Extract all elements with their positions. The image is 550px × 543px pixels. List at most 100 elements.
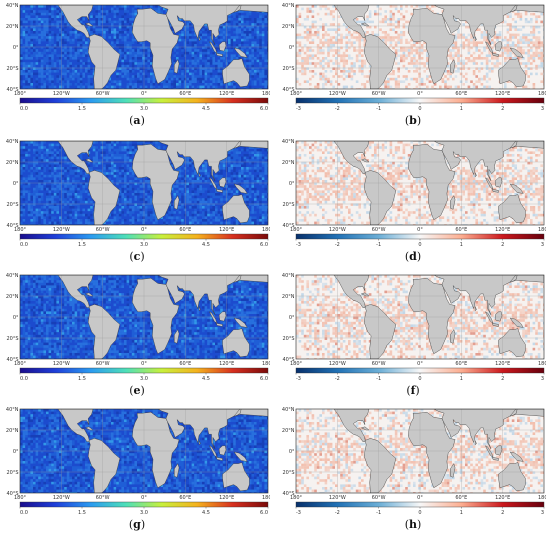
lon-label: 60°W	[372, 495, 386, 501]
landmass-north-america	[57, 409, 94, 442]
map-field	[296, 275, 544, 359]
caption-letter: e	[133, 384, 141, 397]
map-field	[296, 141, 544, 225]
colorbar-tick-label: 1.5	[78, 376, 86, 382]
landmass-japan	[509, 275, 518, 283]
landmass-madagascar	[450, 195, 456, 210]
landmass-new-guinea	[233, 317, 248, 328]
landmass-java	[492, 53, 499, 57]
lon-label: 180°	[262, 91, 270, 97]
map-panel-a: 40°N 20°N 0° 20°S 40°S 180° 120°W 60°W 0° 60°E 120…	[4, 2, 270, 135]
lon-label: 0°	[141, 361, 147, 367]
panel-caption-a: (a)	[4, 114, 270, 127]
landmass-north-america	[333, 141, 370, 174]
caption-open-paren: (	[404, 114, 410, 127]
landmass-eurasia	[413, 409, 544, 449]
map-field	[20, 409, 268, 493]
colorbar-tick-label: 6.0	[260, 376, 268, 382]
colorbar-tick-label: 3.0	[140, 376, 148, 382]
lat-label: 20°N	[6, 160, 19, 166]
lon-label: 180°	[538, 361, 546, 367]
colorbar-tick-label: 3	[541, 242, 544, 248]
colorbar	[19, 233, 269, 240]
colorbar-tick-label: -2	[335, 510, 340, 516]
map-panel-g: 40°N 20°N 0° 20°S 40°S 180° 120°W 60°W 0° 60°E 120…	[4, 406, 270, 539]
colorbar-tick-label: -1	[376, 242, 381, 248]
landmass-japan	[233, 409, 242, 417]
lon-label: 60°W	[372, 91, 386, 97]
colorbar-tick-label: 3	[541, 106, 544, 112]
map-field	[296, 409, 544, 493]
caption-open-paren: (	[404, 518, 409, 531]
lat-label: 20°S	[282, 66, 294, 72]
colorbar	[295, 367, 545, 374]
colorbar-tick-label: 2	[501, 106, 504, 112]
colorbar-tick-label: 3	[541, 510, 544, 516]
lon-label: 120°W	[329, 495, 346, 501]
landmass-borneo	[218, 445, 227, 456]
landmass-borneo	[218, 41, 227, 52]
landmass-south-america	[363, 34, 397, 89]
lat-label: 40°S	[282, 491, 294, 497]
colorbar-tick-label: -2	[335, 242, 340, 248]
colorbar	[295, 501, 545, 508]
landmass-java	[492, 323, 499, 327]
lon-label: 180°	[290, 361, 303, 367]
lon-label: 180°	[290, 227, 303, 233]
caption-open-paren: (	[129, 384, 134, 397]
lat-label: 40°S	[6, 223, 18, 229]
colorbar	[19, 367, 269, 374]
colorbar-tick-label: 0.0	[20, 510, 28, 516]
panel-caption-e: (e)	[4, 384, 270, 397]
lat-label: 40°S	[282, 223, 294, 229]
landmass-north-america	[333, 5, 370, 38]
landmass-australia	[498, 58, 526, 88]
colorbar-tick-label: -3	[296, 510, 301, 516]
landmass-australia	[222, 58, 250, 88]
map-panel-c: 40°N 20°N 0° 20°S 40°S 180° 120°W 60°W 0° 60°E 120…	[4, 138, 270, 271]
landmass-borneo	[218, 177, 227, 188]
lon-label: 180°	[538, 91, 546, 97]
landmass-japan	[509, 409, 518, 417]
lon-label: 180°	[14, 91, 27, 97]
lon-label: 60°E	[455, 361, 467, 367]
colorbar-tick-label: 2	[501, 510, 504, 516]
lat-label: 20°N	[282, 428, 295, 434]
lon-label: 120°E	[495, 91, 510, 97]
landmass-java	[492, 189, 499, 193]
landmass-madagascar	[174, 463, 180, 478]
landmass-australia	[498, 462, 526, 492]
caption-close-paren: )	[415, 384, 420, 397]
caption-close-paren: )	[417, 518, 422, 531]
colorbar-tick-label: 0.0	[20, 106, 28, 112]
landmass-sri-lanka	[474, 306, 477, 312]
caption-open-paren: (	[129, 114, 134, 127]
landmass-new-guinea	[509, 183, 524, 194]
lat-label: 40°S	[6, 491, 18, 497]
colorbar-tick-label: 1	[460, 106, 463, 112]
caption-close-paren: )	[140, 250, 145, 263]
panel-caption-d: (d)	[280, 250, 546, 263]
lon-label: 60°W	[96, 227, 110, 233]
lon-label: 60°E	[455, 91, 467, 97]
map-panel-e: 40°N 20°N 0° 20°S 40°S 180° 120°W 60°W 0° 60°E 120…	[4, 272, 270, 405]
caption-close-paren: )	[140, 114, 145, 127]
lon-label: 60°E	[179, 227, 191, 233]
lat-label: 20°S	[6, 66, 18, 72]
caption-letter: f	[410, 384, 416, 397]
map-panel-b: 40°N 20°N 0° 20°S 40°S 180° 120°W 60°W 0° 60°E 120…	[280, 2, 546, 135]
caption-close-paren: )	[416, 114, 422, 127]
panel-caption-c: (c)	[4, 250, 270, 263]
colorbar-tick-label: 0	[418, 242, 421, 248]
colorbar-tick-label: 4.5	[202, 510, 210, 516]
landmass-new-guinea	[233, 47, 248, 58]
caption-close-paren: )	[140, 384, 145, 397]
lon-label: 60°W	[96, 91, 110, 97]
lon-label: 120°E	[219, 227, 234, 233]
colorbar-tick-label: 1	[460, 510, 463, 516]
colorbar-tick-label: 4.5	[202, 242, 210, 248]
